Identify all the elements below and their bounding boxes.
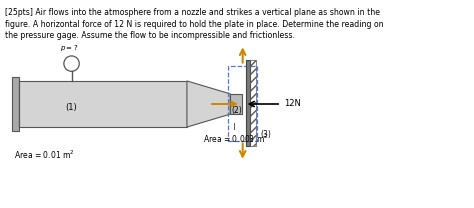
Text: (1): (1) bbox=[66, 103, 77, 112]
Bar bbox=[228, 66, 257, 141]
Text: (3): (3) bbox=[260, 130, 271, 139]
Text: 12N: 12N bbox=[284, 99, 301, 109]
Bar bbox=[18, 81, 187, 127]
Text: (2): (2) bbox=[231, 106, 242, 115]
Circle shape bbox=[64, 56, 79, 71]
Bar bbox=[230, 94, 242, 114]
Text: Area = 0.003 m$^2$: Area = 0.003 m$^2$ bbox=[203, 133, 269, 145]
Bar bbox=[246, 60, 250, 146]
Text: Area = 0.01 m$^2$: Area = 0.01 m$^2$ bbox=[14, 148, 74, 161]
Text: [25pts] Air flows into the atmosphere from a nozzle and strikes a vertical plane: [25pts] Air flows into the atmosphere fr… bbox=[5, 8, 384, 41]
Polygon shape bbox=[187, 81, 230, 127]
Bar bbox=[250, 60, 256, 146]
Bar bbox=[12, 77, 18, 131]
Text: $p=?$: $p=?$ bbox=[61, 43, 79, 53]
